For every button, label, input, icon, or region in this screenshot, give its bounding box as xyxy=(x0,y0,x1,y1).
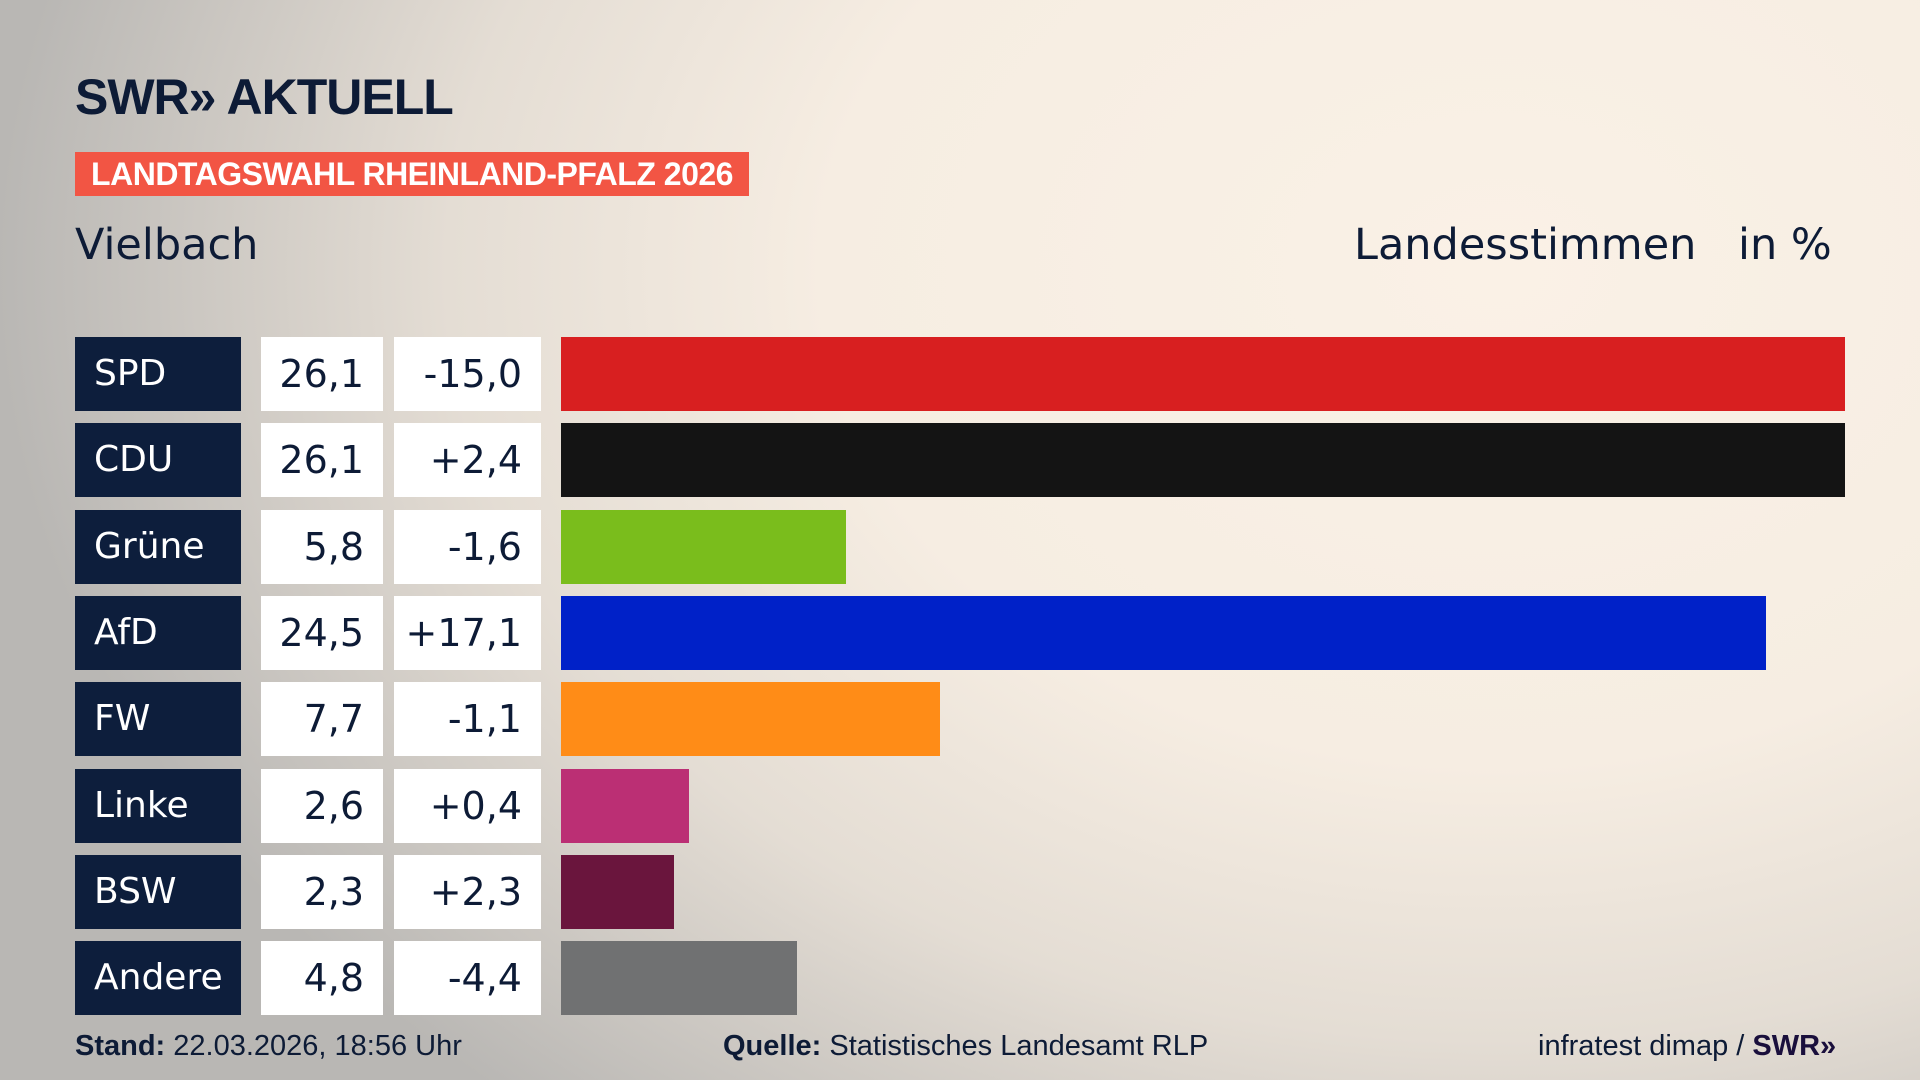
source-value: Statistisches Landesamt RLP xyxy=(829,1030,1209,1062)
diff-label: +0,4 xyxy=(394,768,541,843)
bar xyxy=(561,682,940,757)
bar xyxy=(561,941,798,1016)
stand-value: 22.03.2026, 18:56 Uhr xyxy=(173,1030,462,1062)
bar xyxy=(561,768,689,843)
credit-text: infratest dimap / xyxy=(1538,1030,1745,1062)
source-label: Quelle: xyxy=(723,1030,822,1062)
party-label: CDU xyxy=(75,423,241,498)
value-label: 7,7 xyxy=(261,682,383,757)
swr-aktuell-logo: SWR» AKTUELL xyxy=(75,69,454,125)
diff-label: +17,1 xyxy=(394,595,541,670)
place-title: Vielbach xyxy=(75,220,259,270)
bar xyxy=(561,423,1845,498)
party-label: SPD xyxy=(75,337,241,411)
diff-label: -15,0 xyxy=(394,337,541,411)
party-label: FW xyxy=(75,682,241,757)
value-label: 26,1 xyxy=(261,423,383,498)
diff-label: -4,4 xyxy=(394,941,541,1016)
party-label: Linke xyxy=(75,768,241,843)
value-label: 2,6 xyxy=(261,768,383,843)
election-banner: LANDTAGSWAHL RHEINLAND-PFALZ 2026 xyxy=(75,152,749,196)
party-label: Grüne xyxy=(75,509,241,584)
party-label: Andere xyxy=(75,941,241,1016)
stand-label: Stand: xyxy=(75,1030,166,1062)
party-label: BSW xyxy=(75,854,241,929)
diff-label: +2,4 xyxy=(394,423,541,498)
swr-logo: SWR» xyxy=(1752,1030,1837,1062)
value-label: 24,5 xyxy=(261,595,383,670)
diff-label: -1,6 xyxy=(394,509,541,584)
party-label: AfD xyxy=(75,595,241,670)
bar xyxy=(561,509,847,584)
diff-label: +2,3 xyxy=(394,854,541,929)
bar xyxy=(561,337,1845,411)
stand-info: Stand: 22.03.2026, 18:56 Uhr xyxy=(75,1030,462,1063)
diff-label: -1,1 xyxy=(394,682,541,757)
bar xyxy=(561,595,1767,670)
value-label: 5,8 xyxy=(261,509,383,584)
credit-info: infratest dimap / SWR» xyxy=(1538,1030,1836,1063)
value-label: 26,1 xyxy=(261,337,383,411)
value-label: 2,3 xyxy=(261,854,383,929)
vote-type-label: Landesstimmen xyxy=(1354,220,1697,270)
value-label: 4,8 xyxy=(261,941,383,1016)
bar xyxy=(561,854,675,929)
source-info: Quelle: Statistisches Landesamt RLP xyxy=(723,1030,1208,1063)
unit-label: in % xyxy=(1738,220,1832,270)
